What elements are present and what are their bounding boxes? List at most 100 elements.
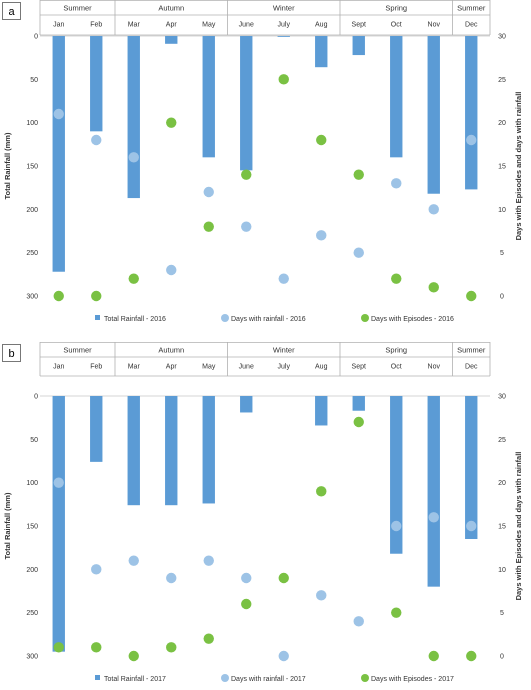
rainfall-bar bbox=[352, 36, 365, 56]
right-tick-label: 5 bbox=[500, 250, 504, 257]
legend-label: Total Rainfall - 2016 bbox=[104, 316, 166, 323]
legend-swatch-point bbox=[221, 314, 229, 322]
month-label: Feb bbox=[90, 22, 102, 29]
series-scatter-1 bbox=[53, 477, 477, 662]
days-point bbox=[166, 117, 177, 128]
days-point bbox=[128, 152, 139, 163]
season-label: Summer bbox=[457, 4, 486, 13]
rainfall-bar bbox=[127, 396, 140, 506]
rainfall-bar bbox=[427, 396, 440, 587]
days-point bbox=[166, 642, 177, 653]
month-label: Feb bbox=[90, 364, 102, 371]
days-point bbox=[241, 221, 252, 232]
right-axis-title: Days with Episodes and days with rainfal… bbox=[514, 452, 523, 601]
season-label: Summer bbox=[63, 4, 92, 13]
month-label: Oct bbox=[391, 364, 402, 371]
days-point bbox=[128, 650, 139, 662]
days-point bbox=[128, 555, 139, 566]
right-tick-label: 15 bbox=[498, 164, 506, 171]
rainfall-bar bbox=[202, 396, 215, 504]
legend-item: Days with Episodes - 2017 bbox=[361, 674, 454, 683]
rainfall-bar bbox=[390, 36, 403, 158]
header-table: Summer Autumn Winter Spring Summer Jan Feb Mar A… bbox=[39, 0, 491, 36]
rainfall-bar bbox=[165, 396, 178, 506]
right-tick-label: 20 bbox=[498, 480, 506, 487]
left-axis-title: Total Rainfall (mm) bbox=[3, 132, 12, 199]
left-tick-label: 50 bbox=[30, 77, 38, 84]
rainfall-bar bbox=[465, 36, 478, 190]
month-label: Jan bbox=[53, 364, 64, 371]
days-point bbox=[316, 230, 327, 241]
month-label: Sept bbox=[352, 364, 366, 371]
days-point bbox=[428, 512, 439, 523]
season-label: Spring bbox=[385, 4, 407, 13]
legend-label: Days with rainfall - 2017 bbox=[231, 676, 306, 683]
month-label: July bbox=[278, 22, 291, 29]
left-tick-label: 150 bbox=[26, 524, 38, 531]
rainfall-bar bbox=[427, 36, 440, 194]
rainfall-bar bbox=[390, 396, 403, 554]
days-point bbox=[91, 290, 102, 302]
series-bar-0 bbox=[52, 396, 478, 652]
left-axis-title: Total Rainfall (mm) bbox=[3, 492, 12, 559]
days-point bbox=[428, 204, 439, 215]
rainfall-bar bbox=[465, 396, 478, 539]
rainfall-bar bbox=[277, 36, 290, 37]
days-point bbox=[353, 616, 364, 627]
legend-item: Total Rainfall - 2017 bbox=[95, 675, 166, 683]
panel-label-box: a bbox=[2, 2, 21, 20]
right-tick-label: 15 bbox=[498, 524, 506, 531]
month-label: June bbox=[239, 22, 254, 29]
legend-label: Days with Episodes - 2016 bbox=[371, 316, 454, 323]
days-point bbox=[316, 134, 327, 146]
month-label: Oct bbox=[391, 22, 402, 29]
days-point bbox=[166, 572, 177, 584]
rainfall-bar bbox=[127, 36, 140, 199]
left-tick-label: 100 bbox=[26, 480, 38, 487]
days-point bbox=[278, 273, 289, 284]
left-tick-label: 150 bbox=[26, 164, 38, 171]
month-label: Aug bbox=[315, 364, 328, 371]
right-tick-label: 30 bbox=[498, 34, 506, 41]
season-label: Winter bbox=[273, 4, 295, 13]
month-label: Dec bbox=[465, 364, 478, 371]
days-point bbox=[466, 290, 477, 302]
days-point bbox=[428, 282, 439, 293]
panel-label-frame bbox=[2, 344, 21, 362]
days-point bbox=[203, 186, 214, 198]
legend-swatch-bar bbox=[95, 675, 100, 680]
series-scatter-2 bbox=[53, 74, 477, 302]
season-label: Autumn bbox=[158, 4, 184, 13]
right-axis-title: Days with Episodes and days with rainfal… bbox=[514, 92, 523, 241]
rainfall-bar bbox=[52, 396, 65, 652]
season-label: Summer bbox=[457, 346, 486, 355]
left-tick-label: 200 bbox=[26, 567, 38, 574]
right-tick-label: 10 bbox=[498, 207, 506, 214]
rainfall-bar bbox=[240, 36, 253, 171]
left-tick-label: 100 bbox=[26, 120, 38, 127]
rainfall-bar bbox=[352, 396, 365, 411]
days-point bbox=[203, 633, 214, 644]
season-label: Spring bbox=[385, 346, 407, 355]
legend-label: Days with rainfall - 2016 bbox=[231, 316, 306, 323]
legend-item: Days with rainfall - 2017 bbox=[221, 674, 306, 683]
season-label: Autumn bbox=[158, 346, 184, 355]
rainfall-bar bbox=[165, 36, 178, 44]
days-point bbox=[278, 572, 289, 584]
month-label: Mar bbox=[128, 364, 141, 371]
legend-swatch-point bbox=[361, 314, 369, 322]
legend-label: Days with Episodes - 2017 bbox=[371, 676, 454, 683]
legend-swatch-point bbox=[361, 674, 369, 682]
month-label: Jan bbox=[53, 22, 64, 29]
left-tick-label: 50 bbox=[30, 437, 38, 444]
days-point bbox=[466, 520, 477, 532]
days-point bbox=[241, 598, 252, 610]
days-point bbox=[53, 477, 64, 488]
month-label: Nov bbox=[428, 364, 441, 371]
month-label: July bbox=[278, 364, 291, 371]
series-scatter-2 bbox=[53, 416, 477, 662]
days-point bbox=[428, 650, 439, 662]
month-label: Apr bbox=[166, 22, 178, 29]
